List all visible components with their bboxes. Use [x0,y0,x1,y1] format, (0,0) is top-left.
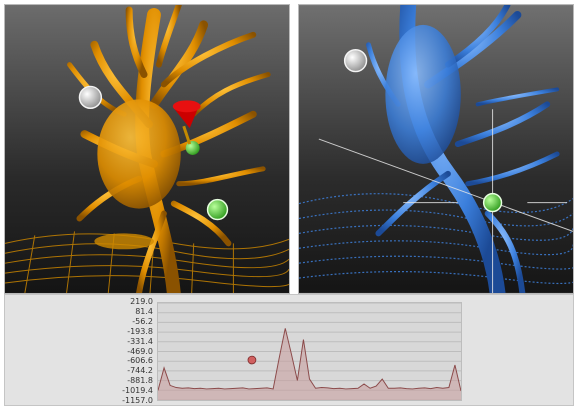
green-marker-secondary[interactable] [185,141,200,155]
red-cone-marker[interactable] [172,100,201,145]
y-tick-label: -193.8 [127,326,153,336]
y-tick-label: 81.4 [135,306,153,316]
profile-panel: 219.0 81.4 -56.2 -193.8 -331.4 -469.0 -606.6 -7… [4,294,574,406]
y-tick-label: -1157.0 [122,396,153,405]
y-tick-label: -469.0 [127,346,153,356]
crosshair [318,109,573,293]
viewport-left[interactable] [4,4,290,294]
white-marker[interactable] [343,48,368,73]
profile-plot[interactable] [157,302,462,401]
y-tick-label: 219.0 [130,297,153,306]
y-tick-label: -881.8 [127,376,153,386]
y-tick-label: -56.2 [132,316,153,326]
green-marker[interactable] [206,198,229,221]
white-marker[interactable] [78,85,103,110]
surface-render-blue[interactable] [299,5,573,293]
y-tick-label: -606.6 [127,356,153,366]
profile-line [158,328,461,392]
profile-cursor-point[interactable] [247,355,257,365]
y-tick-label: -331.4 [127,336,153,346]
vessel-mass [97,99,181,209]
green-marker[interactable] [482,192,503,213]
y-tick-label: -1019.4 [122,386,153,396]
y-tick-label: -744.2 [127,366,153,376]
vessel-mass [385,24,461,164]
profile-area [158,328,461,400]
viewport-right[interactable] [298,4,574,294]
profile-plot-svg[interactable] [158,303,461,400]
surface-render-orange[interactable] [5,5,289,293]
